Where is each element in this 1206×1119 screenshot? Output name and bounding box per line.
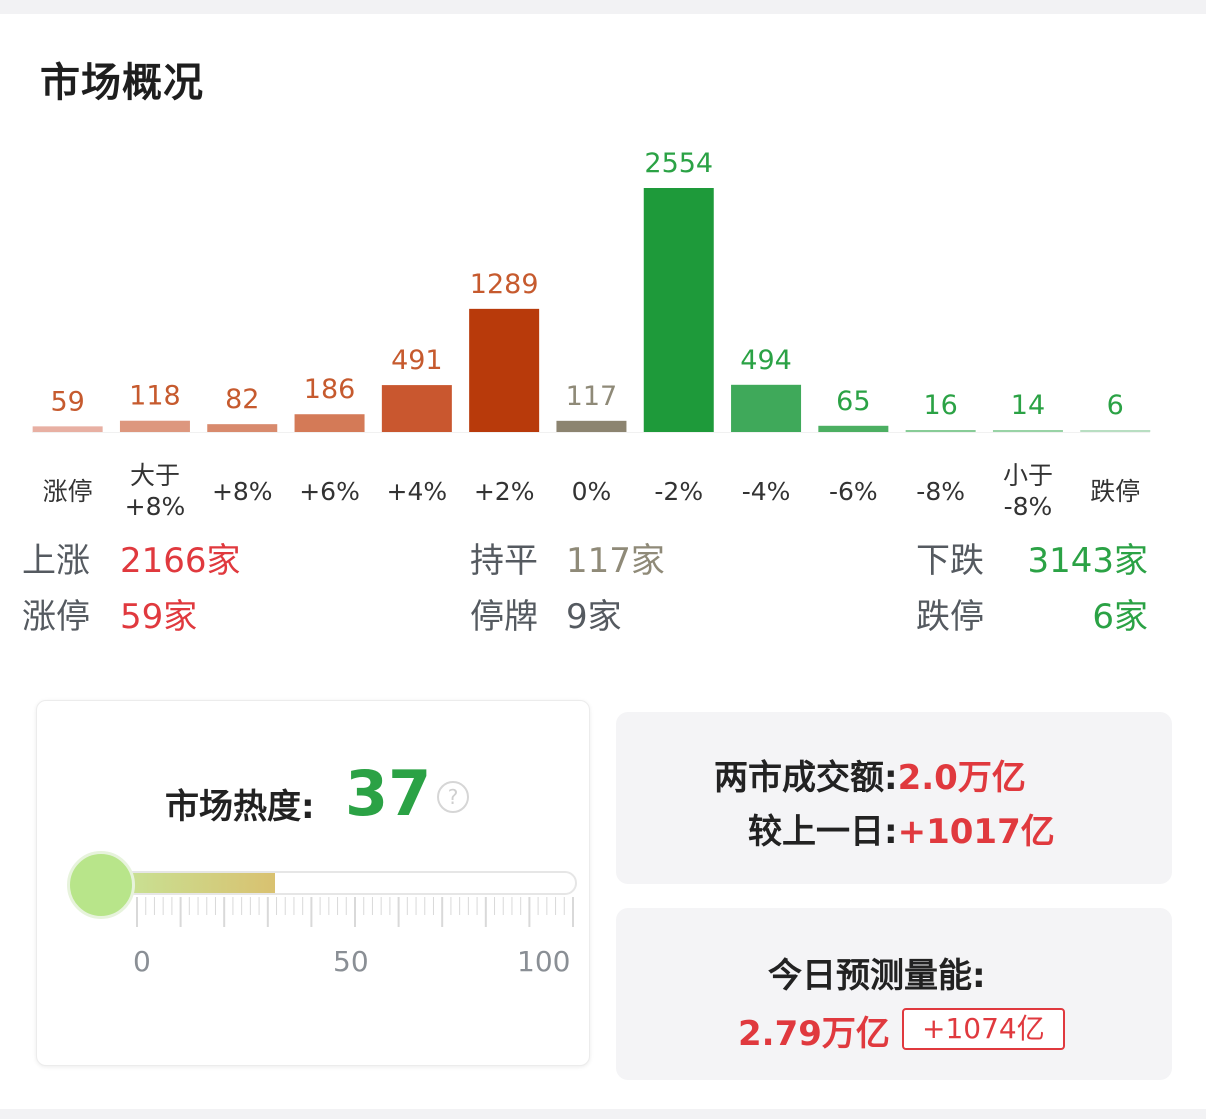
bar[interactable] [1080,430,1151,432]
category-label: -4% [742,477,791,506]
heat-thermometer-fill [99,873,276,893]
turnover-card: 两市成交额:2.0万亿 较上一日:+1017亿 [616,712,1172,884]
market-heat-card: 市场热度: 37 ? 0 50 100 [36,700,590,1066]
bar-value-label: 118 [129,381,181,412]
up-count-value: 2166家 [120,541,241,581]
category-label: -8% [916,477,965,506]
help-circle-icon[interactable]: ? [437,781,469,813]
heat-value: 37 [345,757,432,830]
bar-value-label: 2554 [644,148,713,179]
bar[interactable] [119,420,190,432]
category-label: -8% [1004,492,1053,521]
distribution-bar-chart: 59涨停118大于+8%82+8%186+6%491+4%1289+2%1170… [32,148,1151,521]
bar[interactable] [381,385,452,432]
forecast-value: 2.79万亿 [738,1014,890,1054]
category-label: +8% [212,477,273,506]
bar-value-label: 491 [391,345,443,376]
bar-value-label: 494 [740,345,792,376]
forecast-change-badge: +1074亿 [902,1008,1065,1050]
turnover-label: 两市成交额: [714,758,898,798]
category-label: 大于 [130,461,180,490]
scale-mid: 50 [333,945,369,978]
bar-value-label: 82 [225,384,259,415]
suspended-value: 9家 [566,597,622,637]
category-label: 跌停 [1090,477,1140,506]
limit-up-value: 59家 [120,597,198,637]
bar-value-label: 1289 [470,269,539,300]
thermometer-bulb-icon [67,851,135,919]
bar-value-label: 16 [923,390,957,421]
category-label: +8% [125,492,186,521]
bar[interactable] [32,426,103,432]
suspended-label: 停牌 [470,597,538,637]
category-label: -6% [829,477,878,506]
heat-thermometer-track [97,871,577,895]
limit-down-value: 6家 [1092,597,1148,637]
flat-count-label: 持平 [470,541,538,581]
page-title: 市场概况 [40,60,204,106]
turnover-value: 2.0万亿 [897,758,1026,798]
turnover-change-label: 较上一日: [748,812,898,852]
category-label: +2% [474,477,535,506]
bar-value-label: 186 [304,374,356,405]
bar[interactable] [556,420,627,432]
category-label: -2% [654,477,703,506]
bar-value-label: 65 [836,386,870,417]
forecast-volume-card: 今日预测量能: 2.79万亿 +1074亿 [616,908,1172,1080]
category-label: +6% [299,477,360,506]
down-count-label: 下跌 [916,541,984,581]
bar-value-label: 6 [1107,390,1124,421]
bar-value-label: 14 [1011,390,1045,421]
bar[interactable] [731,384,802,432]
bar[interactable] [294,414,365,432]
heat-label: 市场热度: [165,787,315,827]
limit-down-label: 跌停 [916,597,984,637]
flat-count-value: 117家 [566,541,665,581]
category-label: 涨停 [43,477,93,506]
bar[interactable] [905,430,976,432]
bar[interactable] [643,188,714,432]
thermometer-ticks [136,897,574,927]
down-count-value: 3143家 [1027,541,1148,581]
up-count-label: 上涨 [22,541,90,581]
limit-up-label: 涨停 [22,597,90,637]
bar[interactable] [818,425,889,432]
category-label: 0% [572,477,612,506]
scale-min: 0 [133,945,151,978]
turnover-change-value: +1017亿 [897,812,1055,852]
bar-value-label: 59 [50,386,84,417]
bar[interactable] [469,308,540,432]
forecast-label: 今日预测量能: [768,956,986,996]
bar[interactable] [207,424,278,432]
bar-value-label: 117 [566,381,618,412]
scale-max: 100 [517,945,571,978]
category-label: +4% [387,477,448,506]
category-label: 小于 [1003,461,1053,490]
bar[interactable] [992,430,1063,432]
